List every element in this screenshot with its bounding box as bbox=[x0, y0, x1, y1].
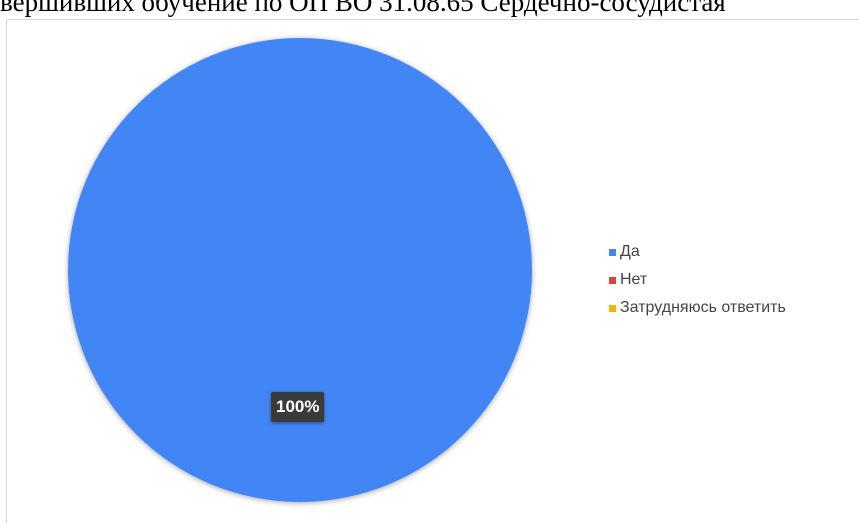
chart-legend: Да Нет Затрудняюсь ответить bbox=[609, 242, 786, 326]
pie-slices bbox=[68, 38, 532, 502]
slice-data-label-da: 100% bbox=[271, 392, 325, 422]
pie-slice-0 bbox=[68, 38, 532, 502]
chart-frame: Да Нет Затрудняюсь ответить 100% bbox=[6, 19, 859, 523]
legend-label-da: Да bbox=[620, 243, 640, 260]
legend-swatch-net bbox=[609, 276, 616, 284]
legend-item-net: Нет bbox=[609, 270, 786, 290]
legend-item-zatrudnyayus: Затрудняюсь ответить bbox=[609, 298, 786, 318]
legend-label-zatrudnyayus: Затрудняюсь ответить bbox=[620, 299, 786, 316]
legend-item-da: Да bbox=[609, 242, 786, 262]
legend-swatch-zatrudnyayus bbox=[609, 304, 616, 312]
pie-chart bbox=[68, 38, 532, 502]
legend-swatch-da bbox=[609, 248, 616, 256]
legend-label-net: Нет bbox=[620, 271, 648, 288]
document-header-text: вершивших обучение по ОП ВО 31.08.65 Сер… bbox=[0, 0, 726, 17]
